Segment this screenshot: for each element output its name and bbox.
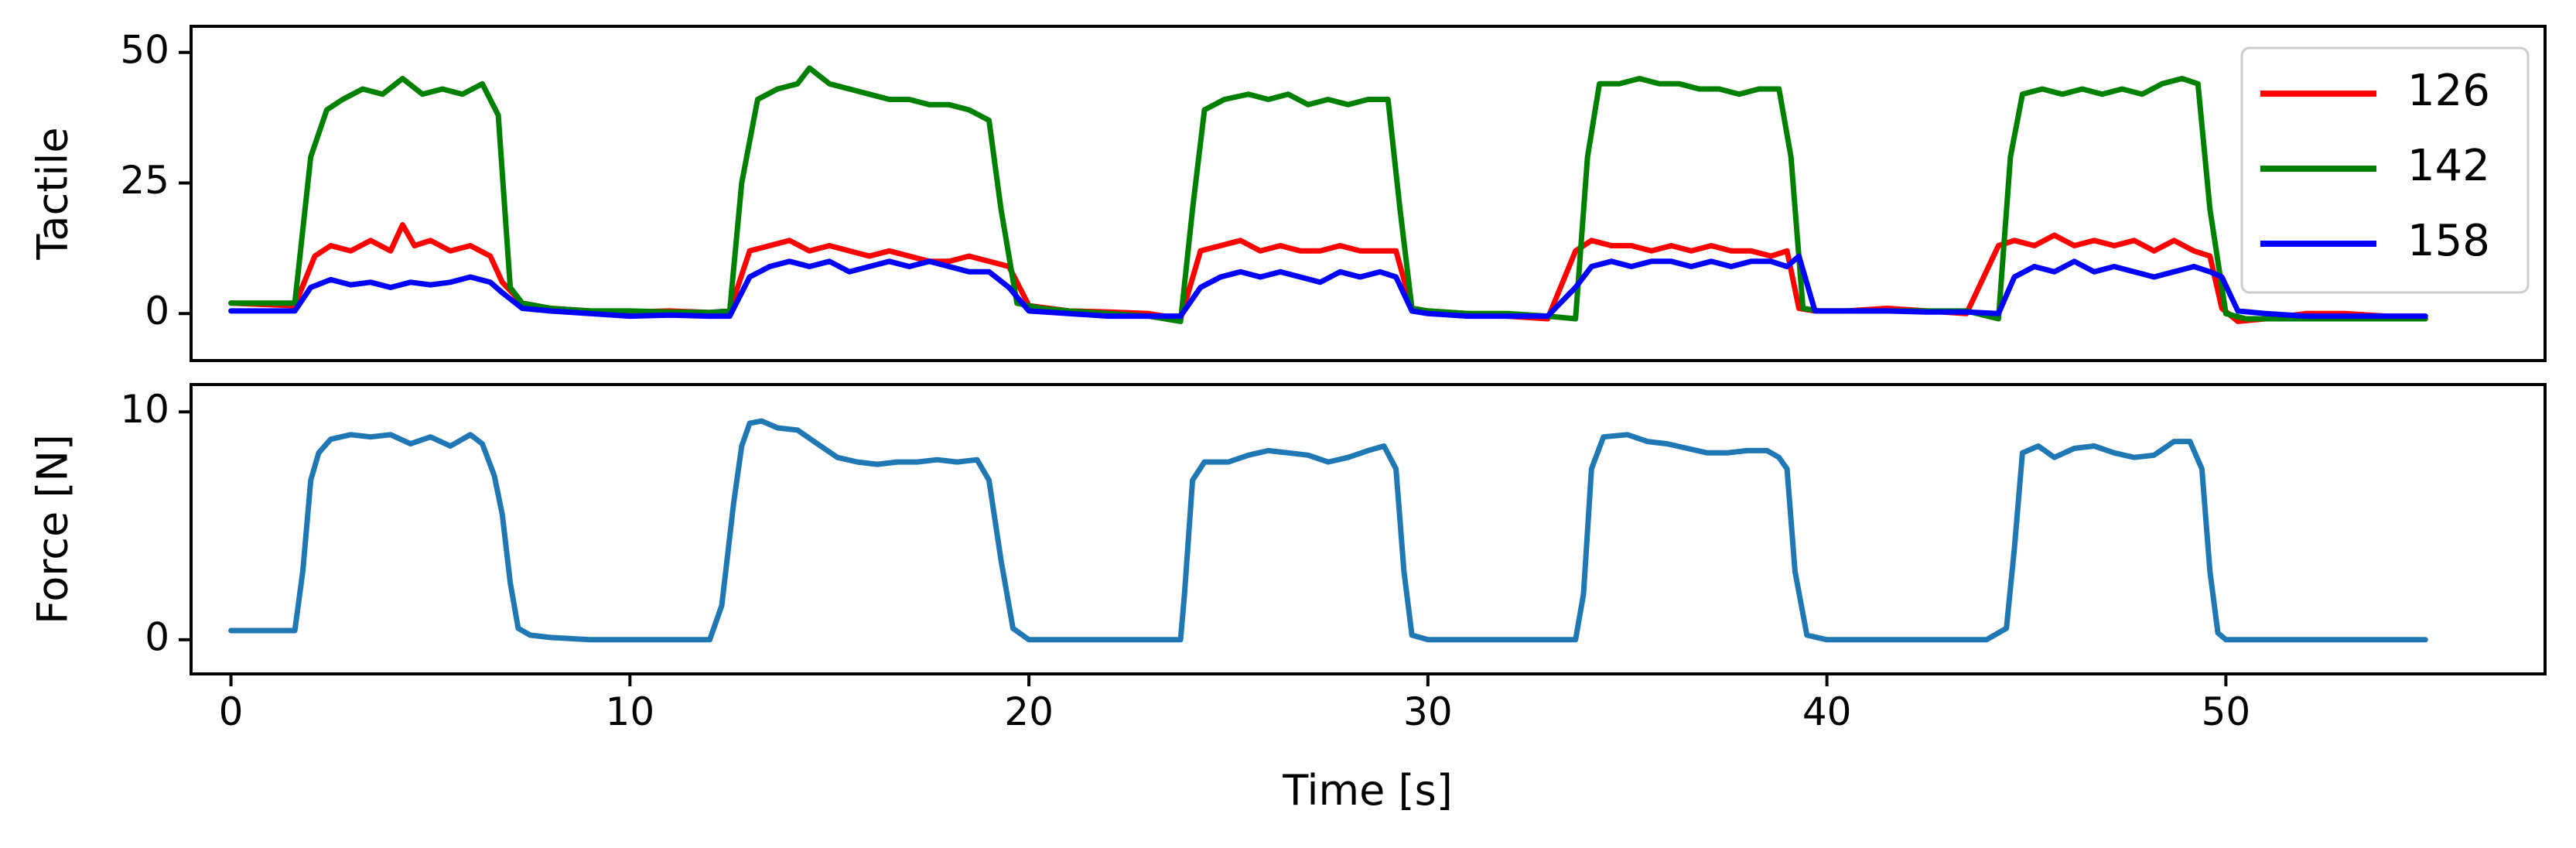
legend-item-158: 158 bbox=[2260, 216, 2490, 266]
force-y-axis-label: Force [N] bbox=[29, 434, 77, 624]
force-plot-frame bbox=[190, 383, 2547, 675]
legend-box bbox=[2240, 46, 2530, 294]
legend-label-126: 126 bbox=[2407, 66, 2490, 116]
tactile-subplot: 0 25 50 Tactile 126 142 158 bbox=[29, 25, 2547, 362]
legend-item-126: 126 bbox=[2260, 66, 2490, 116]
x-tick-label: 50 bbox=[2202, 689, 2251, 734]
force-plot-area bbox=[191, 385, 2545, 674]
y-tick-label: 10 bbox=[120, 387, 169, 432]
y-tick-label: 50 bbox=[120, 27, 169, 72]
y-tick-label: 0 bbox=[145, 614, 169, 659]
legend: 126 142 158 bbox=[2240, 46, 2530, 294]
force-y-ticks: 0 10 bbox=[120, 387, 191, 659]
x-tick-label: 40 bbox=[1802, 689, 1852, 734]
tactile-series-lines bbox=[228, 65, 2428, 324]
series-line-142 bbox=[228, 65, 2428, 324]
legend-label-158: 158 bbox=[2407, 216, 2490, 266]
x-axis-label: Time [s] bbox=[1282, 766, 1453, 815]
y-tick-label: 25 bbox=[120, 158, 169, 203]
y-tick-label: 0 bbox=[145, 289, 169, 333]
series-line-force-0 bbox=[228, 418, 2428, 643]
x-tick-label: 0 bbox=[219, 689, 244, 734]
x-tick-label: 20 bbox=[1004, 689, 1054, 734]
x-tick-label: 10 bbox=[606, 689, 655, 734]
series-line-158 bbox=[228, 253, 2428, 320]
force-subplot: 0 10 0 10 20 30 40 50 Force [N] Time [s] bbox=[29, 383, 2547, 815]
tactile-y-axis-label: Tactile bbox=[29, 127, 77, 260]
force-series-lines bbox=[228, 418, 2428, 643]
x-tick-label: 30 bbox=[1403, 689, 1453, 734]
legend-label-142: 142 bbox=[2407, 141, 2490, 191]
legend-item-142: 142 bbox=[2260, 141, 2490, 191]
tactile-y-ticks: 0 25 50 bbox=[120, 27, 191, 333]
tactile-plot-area bbox=[191, 26, 2545, 361]
tactile-plot-frame bbox=[190, 25, 2547, 362]
x-ticks: 0 10 20 30 40 50 bbox=[219, 674, 2251, 734]
